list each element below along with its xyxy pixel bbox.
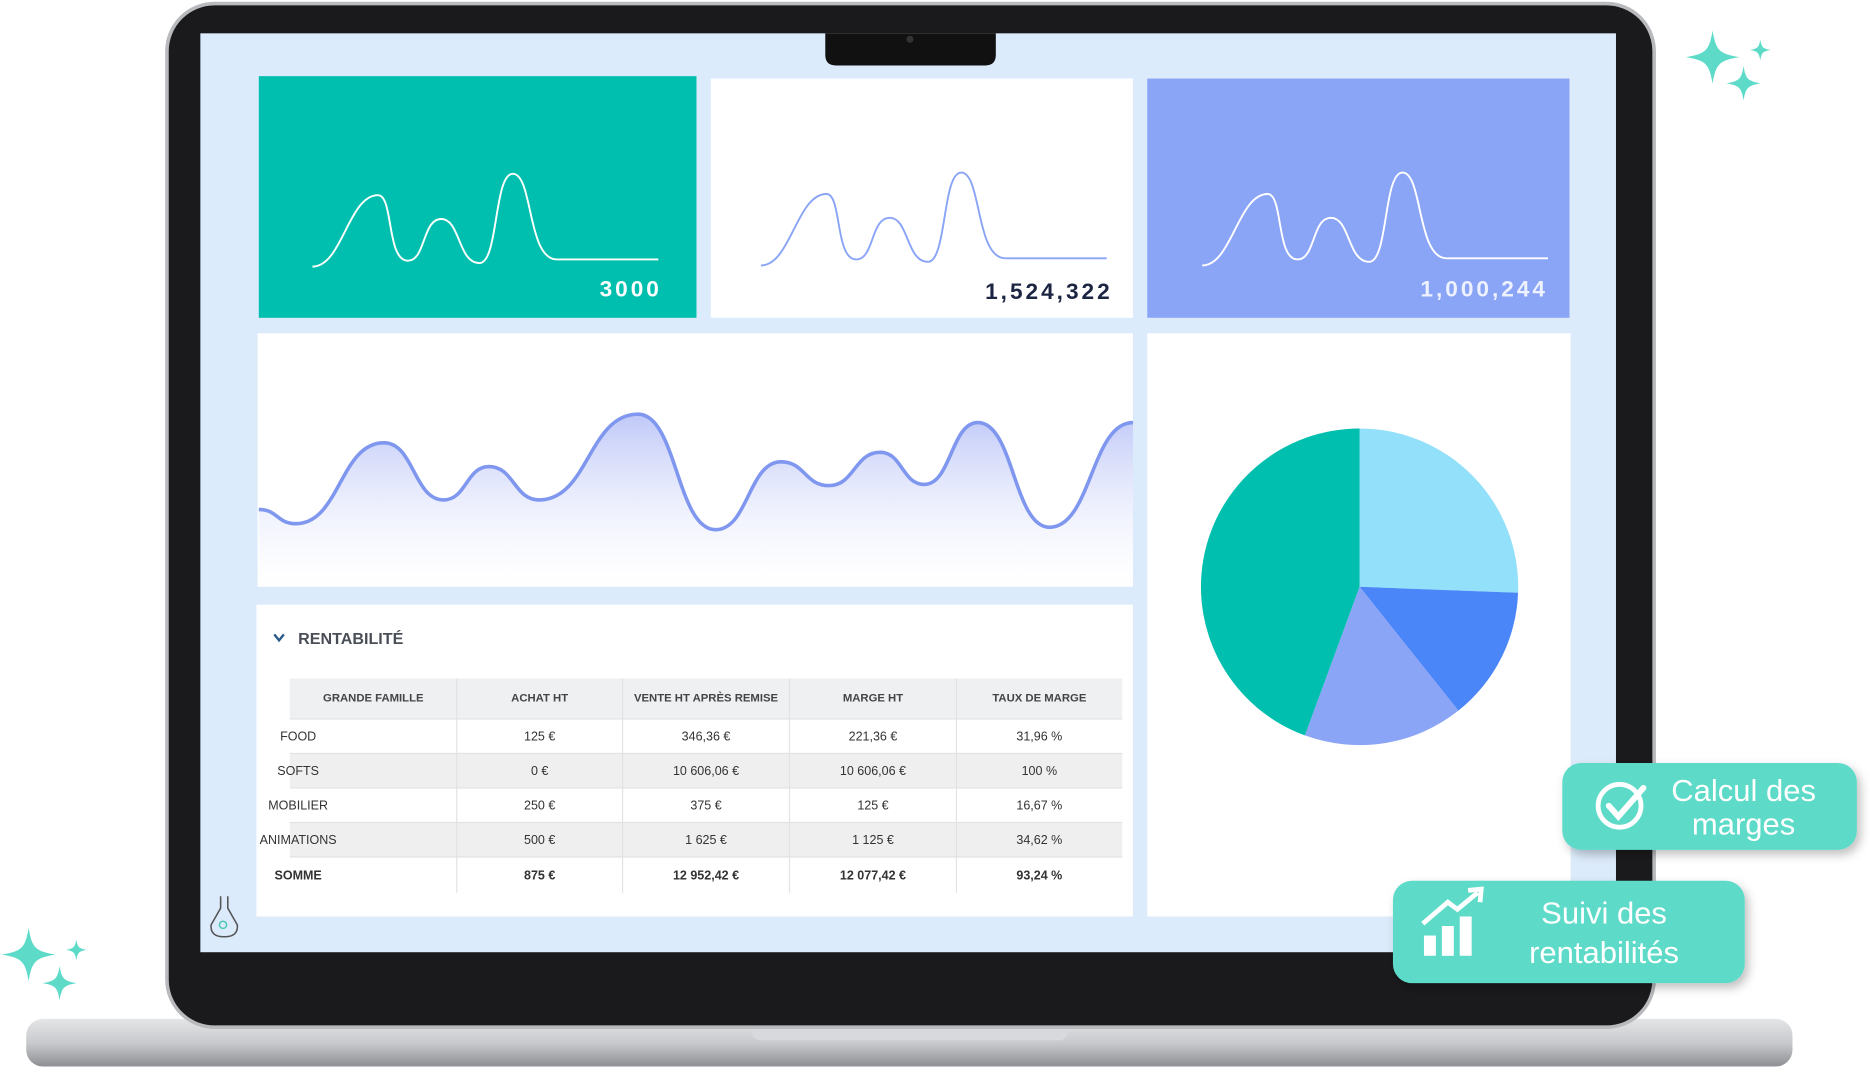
table-row-bg	[289, 856, 1123, 893]
column-header: MARGE HT	[843, 693, 903, 705]
badge-text: marges	[1692, 806, 1795, 841]
table-cell: 875 €	[524, 868, 555, 882]
table-cell: 12 952,42 €	[673, 868, 739, 882]
table-cell: 125 €	[524, 730, 555, 744]
table-row-bg	[289, 753, 1123, 788]
badge-bg	[1392, 880, 1745, 984]
table-row-bg	[289, 718, 1123, 754]
table-row-bg	[289, 787, 1123, 823]
table-cell: ANIMATIONS	[260, 833, 337, 847]
table-cell: 93,24 %	[1016, 868, 1062, 882]
table-cell: 0 €	[531, 764, 548, 778]
table-cell: 221,36 €	[849, 730, 898, 744]
kpi-value: 1,000,244	[1420, 276, 1548, 301]
table-cell: SOFTS	[277, 764, 319, 778]
chart-icon	[1423, 916, 1472, 956]
kpi-value: 3000	[600, 276, 662, 301]
table-cell: 10 606,06 €	[673, 764, 739, 778]
line	[258, 412, 1134, 532]
table-cell: 10 606,06 €	[840, 764, 906, 778]
kpi-card	[1147, 78, 1570, 318]
pie-slice	[1200, 428, 1360, 736]
chevron-icon[interactable]	[273, 633, 285, 643]
column-header: TAUX DE MARGE	[992, 693, 1086, 705]
table-cell: 1 625 €	[685, 833, 727, 847]
table-cell: 500 €	[524, 833, 555, 847]
logo	[210, 896, 239, 938]
section-title[interactable]: RENTABILITÉ	[298, 629, 403, 648]
kpi-card	[258, 76, 697, 318]
table-row-bg	[289, 822, 1123, 857]
table-cell: 31,96 %	[1016, 730, 1062, 744]
table-cell: 125 €	[857, 799, 888, 813]
trend-arrow	[1467, 886, 1484, 903]
trend-arrow	[1421, 890, 1480, 926]
badge-text: Suivi des	[1541, 896, 1667, 931]
pie-slice	[1304, 586, 1459, 746]
badge-text: Calcul des	[1671, 773, 1816, 808]
badge-bg	[1562, 762, 1857, 850]
kpi-value: 1,524,322	[985, 279, 1113, 304]
pie-slice	[1359, 428, 1519, 593]
badge: Calcul des marges	[1562, 762, 1857, 850]
table-cell: 1 125 €	[852, 833, 894, 847]
table-cell: SOMME	[275, 868, 322, 882]
table-header-bg	[289, 678, 1123, 719]
table-cell: MOBILIER	[268, 799, 328, 813]
table-cell: 100 %	[1022, 764, 1057, 778]
table-cell: 375 €	[690, 799, 721, 813]
table-cell: 16,67 %	[1016, 799, 1062, 813]
camera	[906, 35, 914, 43]
check-icon	[1595, 782, 1644, 830]
badge: Suivi des rentabilités	[1392, 880, 1745, 984]
check-mark	[1605, 784, 1647, 822]
column-header: GRANDE FAMILLE	[323, 693, 424, 705]
laptop-base	[26, 1018, 1793, 1067]
table: GRANDE FAMILLE ACHAT HT VENTE HT APRÈS REM…	[260, 678, 1123, 893]
camera-notch	[825, 33, 996, 66]
table-cell: 346,36 €	[682, 730, 731, 744]
pie-slice	[1359, 586, 1519, 711]
kpi-card	[710, 78, 1133, 318]
table-cell: 250 €	[524, 799, 555, 813]
table-cell: FOOD	[280, 730, 316, 744]
table-cell: 34,62 %	[1016, 833, 1062, 847]
pie-chart	[1200, 428, 1519, 746]
table-cell: 12 077,42 €	[840, 868, 906, 882]
badge-text: rentabilités	[1529, 935, 1679, 970]
column-header: VENTE HT APRÈS REMISE	[634, 692, 779, 705]
column-header: ACHAT HT	[511, 693, 568, 705]
line-area	[258, 414, 1133, 587]
